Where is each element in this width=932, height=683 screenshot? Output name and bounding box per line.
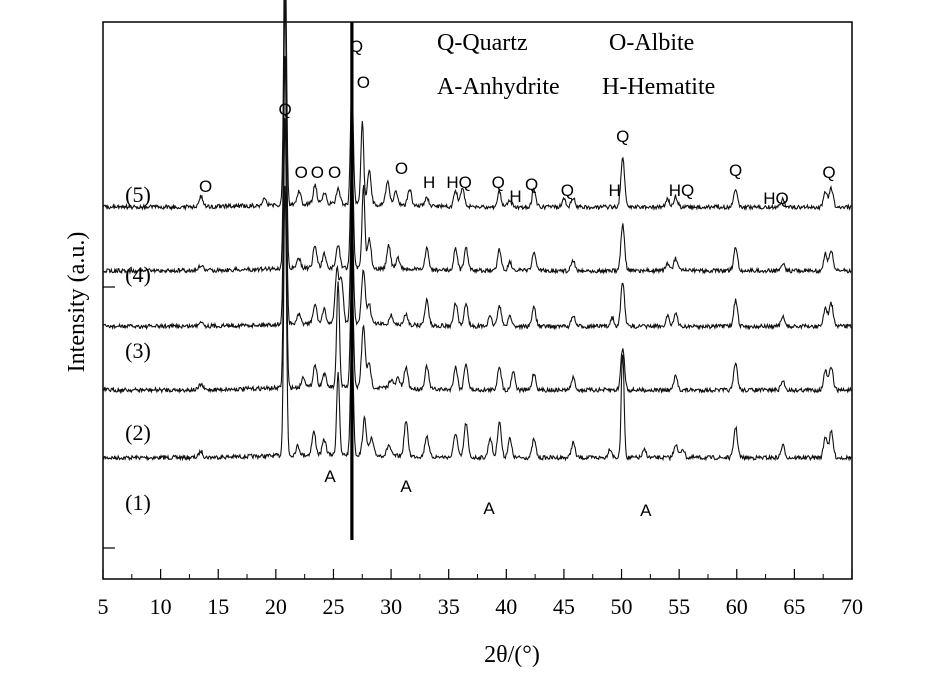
peak-label: O [199,177,212,196]
series-line-2 [102,117,852,395]
x-tick-label: 35 [438,594,460,619]
legend: Q-Quartz O-Albite A-Anhydrite H-Hematite [437,30,715,100]
x-tick-label: 10 [150,594,172,619]
x-axis-label: 2θ/(°) [484,642,540,668]
series-line-3 [102,55,852,331]
peak-label: Q [278,100,291,119]
legend-entry-albite: O-Albite [609,30,694,56]
x-tick-label: 60 [726,594,748,619]
x-tick-label: 20 [265,594,287,619]
x-tick-label: 70 [841,594,863,619]
peak-label: A [400,477,412,496]
plot-frame [102,21,853,580]
x-tick-label: 65 [783,594,805,619]
peak-label: O [395,159,408,178]
peak-label: A [324,467,336,486]
peak-label: HQ [763,189,789,208]
peak-label: O [295,163,308,182]
x-tick-label: 25 [322,594,344,619]
y-axis-label: Intensity (a.u.) [64,232,90,373]
peak-label: H [423,173,435,192]
peak-label: Q [492,173,505,192]
peak-label: Q [525,175,538,194]
x-tick-label: 45 [553,594,575,619]
peak-label: O [328,163,341,182]
x-tick-label: 5 [98,594,109,619]
peak-label: O [357,73,370,92]
peak-label: H [608,181,620,200]
peak-label: HQ [446,173,472,192]
peak-label: Q [561,181,574,200]
series-label: (5) [125,182,151,207]
peak-label: Q [822,163,835,182]
peak-label: A [483,499,495,518]
x-tick-label: 15 [207,594,229,619]
peak-label: Q [616,127,629,146]
series-line-1 [102,185,852,462]
series-label: (1) [125,490,151,515]
legend-entry-anhydrite: A-Anhydrite [437,74,560,100]
series-line-5 [102,0,852,212]
peak-label: A [640,501,652,520]
series-label: (4) [125,262,151,287]
x-axis-tick-labels: 5 10 15 20 25 30 35 40 45 50 55 60 65 70 [98,594,864,619]
x-tick-label: 30 [380,594,402,619]
x-tick-label: 40 [495,594,517,619]
series-layer [102,0,852,540]
legend-entry-quartz: Q-Quartz [437,30,528,56]
peak-label: Q [350,37,363,56]
peak-label: O [311,163,324,182]
peak-label: Q [729,161,742,180]
peak-label: H [509,187,521,206]
series-label: (2) [125,420,151,445]
legend-entry-hematite: H-Hematite [602,74,715,100]
series-line-4 [102,0,852,275]
y-axis-ticks [103,286,115,549]
x-axis-ticks [102,569,853,579]
x-tick-label: 50 [611,594,633,619]
series-label: (3) [125,338,151,363]
x-tick-label: 55 [668,594,690,619]
peak-label: HQ [669,181,695,200]
